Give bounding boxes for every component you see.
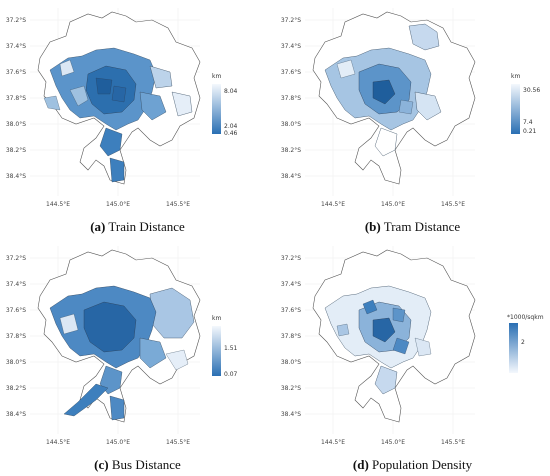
y-tick-label: 37.8°S — [281, 333, 301, 340]
x-tick-label: 144.5°E — [321, 439, 345, 446]
x-tick-label: 145.5°E — [441, 439, 465, 446]
legend-label: 7.4 — [523, 119, 533, 126]
y-tick-label: 37.6°S — [281, 307, 301, 314]
melbourne-region-map — [37, 11, 201, 185]
caption-population-density: (d) Population Density — [352, 457, 473, 472]
y-tick-label: 37.2°S — [281, 255, 301, 262]
legend-label: 0.07 — [224, 371, 238, 378]
panel-tram-distance: 37.2°S 37.4°S 37.6°S 37.8°S 38.0°S 38.2°… — [275, 0, 550, 238]
y-axis-labels: 37.2°S 37.4°S 37.6°S 37.8°S 38.0°S 38.2°… — [281, 255, 301, 418]
y-axis-labels: 37.2°S 37.4°S 37.6°S 37.8°S 38.0°S 38.2°… — [6, 17, 26, 180]
caption-bus-distance: (c) Bus Distance — [94, 457, 181, 472]
y-tick-label: 38.2°S — [281, 385, 301, 392]
y-tick-label: 37.2°S — [281, 17, 301, 24]
legend: km 8.04 2.04 0.46 — [212, 73, 238, 137]
x-tick-label: 145.5°E — [441, 201, 465, 208]
x-axis-labels: 144.5°E 145.0°E 145.5°E — [46, 439, 190, 446]
y-tick-label: 37.6°S — [6, 307, 26, 314]
map-train-distance: 37.2°S 37.4°S 37.6°S 37.8°S 38.0°S 38.2°… — [6, 8, 238, 208]
caption-train-distance: (a) Train Distance — [90, 219, 185, 234]
y-tick-label: 38.4°S — [281, 411, 301, 418]
x-axis-labels: 144.5°E 145.0°E 145.5°E — [46, 201, 190, 208]
legend-label: 2 — [521, 339, 525, 346]
y-tick-label: 37.2°S — [6, 255, 26, 262]
y-tick-label: 38.0°S — [6, 121, 26, 128]
panel-train-distance: 37.2°S 37.4°S 37.6°S 37.8°S 38.0°S 38.2°… — [0, 0, 275, 238]
y-tick-label: 38.0°S — [281, 121, 301, 128]
y-tick-label: 37.4°S — [6, 43, 26, 50]
y-tick-label: 38.2°S — [6, 147, 26, 154]
panel-bus-distance: 37.2°S 37.4°S 37.6°S 37.8°S 38.0°S 38.2°… — [0, 238, 275, 476]
x-tick-label: 144.5°E — [46, 439, 70, 446]
x-tick-label: 145.0°E — [106, 201, 130, 208]
x-tick-label: 145.5°E — [166, 201, 190, 208]
x-axis-labels: 144.5°E 145.0°E 145.5°E — [321, 439, 465, 446]
legend-label: 0.46 — [224, 130, 238, 137]
legend-title: km — [511, 73, 520, 80]
legend-color-bar — [511, 84, 520, 134]
y-tick-label: 37.2°S — [6, 17, 26, 24]
legend-label: 2.04 — [224, 123, 238, 130]
y-tick-label: 38.4°S — [281, 173, 301, 180]
y-tick-label: 38.4°S — [6, 411, 26, 418]
caption-tram-distance: (b) Tram Distance — [364, 219, 461, 234]
y-axis-labels: 37.2°S 37.4°S 37.6°S 37.8°S 38.0°S 38.2°… — [6, 255, 26, 418]
x-tick-label: 144.5°E — [46, 201, 70, 208]
y-tick-label: 38.2°S — [281, 147, 301, 154]
melbourne-region-map — [312, 249, 476, 423]
y-tick-label: 37.6°S — [6, 69, 26, 76]
x-axis-labels: 144.5°E 145.0°E 145.5°E — [321, 201, 465, 208]
legend: km 1.51 0.07 — [212, 315, 238, 378]
legend-color-bar — [212, 84, 221, 134]
y-tick-label: 37.4°S — [6, 281, 26, 288]
x-tick-label: 145.5°E — [166, 439, 190, 446]
melbourne-region-map — [37, 249, 201, 423]
legend: *1000/sqkm 2 — [507, 314, 544, 373]
y-axis-labels: 37.2°S 37.4°S 37.6°S 37.8°S 38.0°S 38.2°… — [281, 17, 301, 180]
y-tick-label: 37.8°S — [6, 95, 26, 102]
y-tick-label: 38.0°S — [6, 359, 26, 366]
y-tick-label: 38.0°S — [281, 359, 301, 366]
legend-color-bar — [212, 326, 221, 376]
x-tick-label: 145.0°E — [381, 201, 405, 208]
legend-title: *1000/sqkm — [507, 314, 544, 321]
y-tick-label: 37.8°S — [281, 95, 301, 102]
x-tick-label: 145.0°E — [106, 439, 130, 446]
legend-title: km — [212, 315, 221, 322]
y-tick-label: 37.8°S — [6, 333, 26, 340]
map-tram-distance: 37.2°S 37.4°S 37.6°S 37.8°S 38.0°S 38.2°… — [281, 8, 540, 208]
y-tick-label: 37.4°S — [281, 281, 301, 288]
legend-color-bar — [509, 323, 518, 373]
panel-population-density: 37.2°S 37.4°S 37.6°S 37.8°S 38.0°S 38.2°… — [275, 238, 550, 476]
legend-label: 1.51 — [224, 345, 238, 352]
map-bus-distance: 37.2°S 37.4°S 37.6°S 37.8°S 38.0°S 38.2°… — [6, 246, 238, 446]
legend-label: 8.04 — [224, 88, 238, 95]
legend: km 30.56 7.4 0.21 — [511, 73, 540, 135]
y-tick-label: 37.6°S — [281, 69, 301, 76]
legend-title: km — [212, 73, 221, 80]
legend-label: 30.56 — [523, 87, 540, 94]
map-population-density: 37.2°S 37.4°S 37.6°S 37.8°S 38.0°S 38.2°… — [281, 246, 544, 446]
y-tick-label: 37.4°S — [281, 43, 301, 50]
legend-label: 0.21 — [523, 128, 537, 135]
y-tick-label: 38.4°S — [6, 173, 26, 180]
x-tick-label: 145.0°E — [381, 439, 405, 446]
melbourne-region-map — [312, 11, 476, 185]
y-tick-label: 38.2°S — [6, 385, 26, 392]
x-tick-label: 144.5°E — [321, 201, 345, 208]
